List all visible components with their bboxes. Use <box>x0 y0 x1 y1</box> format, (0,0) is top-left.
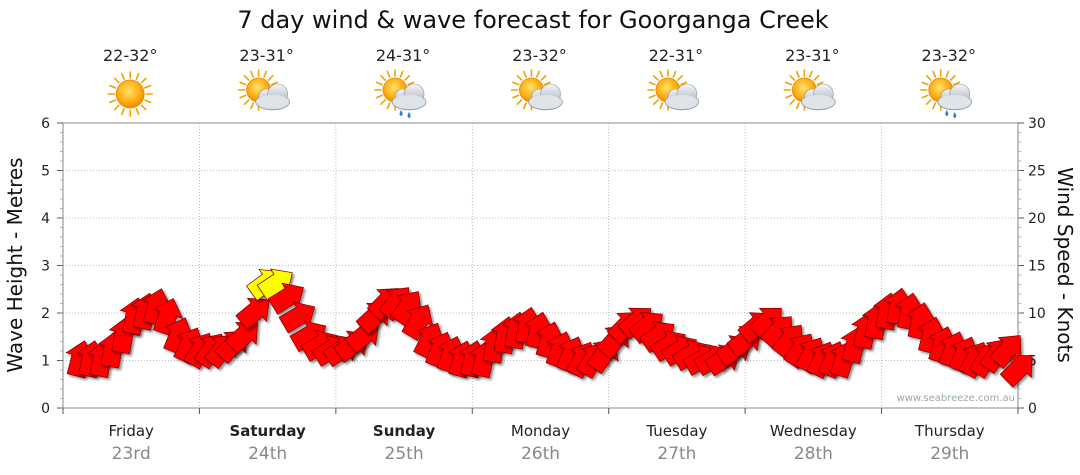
cloud-shape <box>937 83 973 111</box>
wind-arrow <box>999 355 1033 388</box>
day-date: 27th <box>657 444 696 464</box>
sunny-icon <box>107 71 154 117</box>
left-tick-label: 3 <box>41 259 50 275</box>
temperature-range: 22-32° <box>103 46 158 65</box>
right-tick-label: 0 <box>1028 401 1037 417</box>
right-tick-label: 25 <box>1028 164 1046 180</box>
wind-arrow <box>401 304 434 341</box>
day-name: Friday <box>108 422 154 440</box>
day-date: 23rd <box>112 444 151 464</box>
partly-cloudy-icon <box>237 69 290 111</box>
left-tick-label: 5 <box>41 164 50 180</box>
chart-title: 7 day wind & wave forecast for Goorganga… <box>237 6 828 34</box>
wind-arrow <box>278 301 316 334</box>
sun-rays <box>107 71 154 117</box>
right-tick-label: 10 <box>1028 306 1046 322</box>
day-name: Thursday <box>914 422 985 440</box>
day-date: 26th <box>521 444 560 464</box>
temperature-range: 24-31° <box>376 46 431 65</box>
wind-arrow <box>224 322 258 355</box>
cloud-shape <box>255 83 290 111</box>
wind-arrow <box>989 335 1022 369</box>
day-name: Tuesday <box>645 422 707 440</box>
temperature-range: 23-32° <box>922 46 977 65</box>
temperature-range: 23-31° <box>239 46 294 65</box>
watermark: www.seabreeze.com.au <box>897 393 1015 404</box>
day-name: Wednesday <box>770 422 857 440</box>
partly-cloudy-icon <box>647 69 700 111</box>
temperature-range: 22-31° <box>649 46 704 65</box>
left-tick-label: 1 <box>41 354 50 370</box>
right-tick-label: 5 <box>1028 354 1037 370</box>
showers-icon <box>919 69 973 118</box>
left-tick-label: 2 <box>41 306 50 322</box>
sun-disc <box>115 79 145 109</box>
right-tick-label: 20 <box>1028 211 1046 227</box>
left-tick-label: 0 <box>41 401 50 417</box>
partly-cloudy-icon <box>510 69 563 111</box>
right-axis: 0 5 10 15 20 25 30 <box>1018 116 1046 417</box>
cloud-shape <box>391 83 427 111</box>
weather-row: 22-32° 23-31° 24-31° 23-32° 22-31° 23-31° 23-3… <box>103 46 976 118</box>
wind-arrow <box>267 282 304 315</box>
cloud-shape <box>664 83 700 111</box>
left-tick-label: 6 <box>41 116 50 132</box>
temperature-range: 23-32° <box>512 46 567 65</box>
day-labels: Friday 23rd Saturday 24th Sunday 25th Monday 26… <box>62 408 1019 464</box>
day-name: Sunday <box>373 422 436 440</box>
left-axis: 0 1 2 3 4 5 6 <box>41 116 63 417</box>
wind-arrow <box>235 297 270 330</box>
left-tick-label: 4 <box>41 211 50 227</box>
temperature-range: 23-31° <box>785 46 840 65</box>
left-axis-label: Wave Height - Metres <box>3 157 27 372</box>
wind-arrows <box>65 268 1033 388</box>
day-name: Saturday <box>229 422 306 440</box>
right-axis-label: Wind Speed - Knots <box>1053 167 1077 363</box>
day-date: 24th <box>248 444 287 464</box>
day-date: 28th <box>794 444 833 464</box>
cloud-shape <box>528 83 563 111</box>
day-name: Monday <box>511 422 570 440</box>
day-date: 29th <box>930 444 969 464</box>
right-tick-label: 30 <box>1028 116 1046 132</box>
rain-drops <box>945 110 957 118</box>
day-date: 25th <box>385 444 424 464</box>
rain-drops <box>399 110 411 118</box>
cloud-shape <box>801 83 836 111</box>
partly-cloudy-icon <box>783 69 836 111</box>
right-tick-label: 15 <box>1028 259 1046 275</box>
showers-icon <box>374 69 427 118</box>
